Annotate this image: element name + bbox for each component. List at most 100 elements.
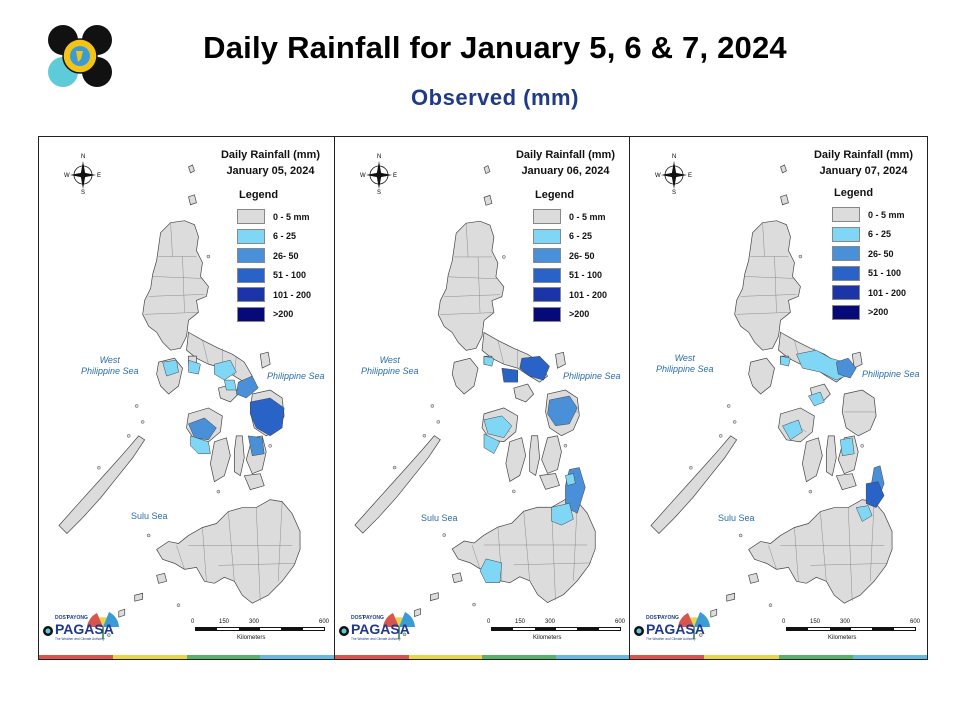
legend-swatch <box>237 267 265 283</box>
strip-segment <box>408 655 482 659</box>
legend-swatch <box>237 287 265 303</box>
legend-label: >200 <box>868 307 889 318</box>
island-shape <box>780 194 789 206</box>
rainfall-area <box>190 435 211 455</box>
rainfall-area <box>808 391 825 407</box>
scale-unit: Kilometers <box>828 635 857 641</box>
province-boundary <box>774 256 777 313</box>
island-shape <box>825 435 837 477</box>
compass-n: N <box>672 154 676 160</box>
islet <box>563 443 568 448</box>
province-boundary <box>152 276 203 279</box>
scale-unit: Kilometers <box>533 635 562 641</box>
pagasa-small: PAYONG <box>363 615 384 621</box>
legend-label: >200 <box>569 309 590 320</box>
legend-item: >200 <box>832 303 906 323</box>
rainfall-area <box>250 397 285 437</box>
province-boundary <box>513 562 592 566</box>
rainfall-area <box>835 357 857 379</box>
islet <box>206 254 211 259</box>
legend-item: 51 - 100 <box>832 264 906 284</box>
dost-logo <box>47 24 113 88</box>
islet <box>738 533 743 538</box>
scale-tick: 300 <box>840 619 851 625</box>
philippine-sea-label: Philippine Sea <box>267 371 325 381</box>
island-shape <box>188 164 195 174</box>
island-shape <box>539 473 560 490</box>
province-boundary <box>176 545 185 570</box>
rainfall-area <box>214 359 237 381</box>
pagasa-small: PAYONG <box>67 615 88 621</box>
compass-w: W <box>655 173 661 179</box>
compass-n: N <box>81 154 85 160</box>
island-shape <box>505 437 527 482</box>
page-subtitle: Observed (mm) <box>411 85 579 110</box>
rainfall-area <box>855 505 873 522</box>
map-date: January 07, 2024 <box>819 165 908 177</box>
legend-label: 26- 50 <box>273 250 299 261</box>
scale-tick: 150 <box>219 619 230 625</box>
pagasa-tag: DOST <box>646 615 660 621</box>
legend-label: 6 - 25 <box>868 229 892 240</box>
map-panel-jan05: N S W E Daily Rainfall (mm) January 05, … <box>39 137 335 659</box>
pagasa-tag: DOST <box>351 615 365 621</box>
province-boundary <box>573 501 578 581</box>
islet <box>126 434 131 438</box>
island-shape <box>210 437 231 483</box>
compass-e: E <box>688 173 692 179</box>
legend-title: Legend <box>535 189 575 201</box>
legend-label: 0 - 5 mm <box>868 209 905 220</box>
legend-item: 26- 50 <box>533 246 607 266</box>
legend-item: 51 - 100 <box>533 266 607 286</box>
legend: Legend 0 - 5 mm 6 - 25 26- 50 51 - 100 101 - … <box>832 187 906 322</box>
island-shape <box>555 351 566 369</box>
island-shape <box>748 357 775 395</box>
province-boundary <box>148 294 205 297</box>
province-boundary <box>810 563 889 566</box>
legend-label: 101 - 200 <box>868 287 907 298</box>
rainfall-area <box>483 415 513 439</box>
legend-swatch <box>533 267 561 283</box>
province-boundary <box>768 545 777 570</box>
islet <box>472 602 476 607</box>
legend-item: 6 - 25 <box>832 225 906 245</box>
rainfall-area <box>188 359 201 375</box>
rainfall-area <box>483 355 495 367</box>
legend-swatch <box>237 209 265 225</box>
province-boundary <box>448 276 498 280</box>
islet <box>107 633 111 637</box>
legend-item: 101 - 200 <box>533 285 607 305</box>
pagasa-tag: DOST <box>55 615 69 621</box>
legend-swatch <box>533 306 561 322</box>
island-shape <box>188 194 197 206</box>
island-shape <box>259 351 271 369</box>
legend-swatch <box>832 265 860 281</box>
province-boundary <box>736 312 791 315</box>
sulu-sea-label: Sulu Sea <box>718 513 755 523</box>
island-shape <box>802 437 823 483</box>
color-strip <box>335 655 629 659</box>
rainfall-area <box>224 379 237 391</box>
scale-tick: 0 <box>487 619 491 625</box>
color-strip <box>630 655 927 659</box>
legend: Legend 0 - 5 mm 6 - 25 26- 50 51 - 100 101 - … <box>533 189 607 324</box>
legend-swatch <box>832 304 860 320</box>
pagasa-name: PAGASA <box>351 621 410 637</box>
islet <box>512 489 516 494</box>
scale-tick: 600 <box>910 619 921 625</box>
islet <box>798 254 803 259</box>
legend-label: 0 - 5 mm <box>569 211 606 222</box>
island-shape <box>541 435 562 474</box>
rainfall-area <box>236 375 259 399</box>
island-shape <box>156 499 301 604</box>
scale-bar: 0 150 300 600 Kilometers <box>187 619 329 645</box>
rainfall-area <box>547 395 578 427</box>
province-boundary <box>497 340 505 365</box>
island-shape <box>451 572 463 584</box>
island-shape <box>354 435 441 534</box>
compass-w: W <box>360 173 366 179</box>
philippine-sea-label: Philippine Sea <box>862 369 920 379</box>
islet <box>430 404 435 408</box>
legend-item: >200 <box>237 305 311 325</box>
